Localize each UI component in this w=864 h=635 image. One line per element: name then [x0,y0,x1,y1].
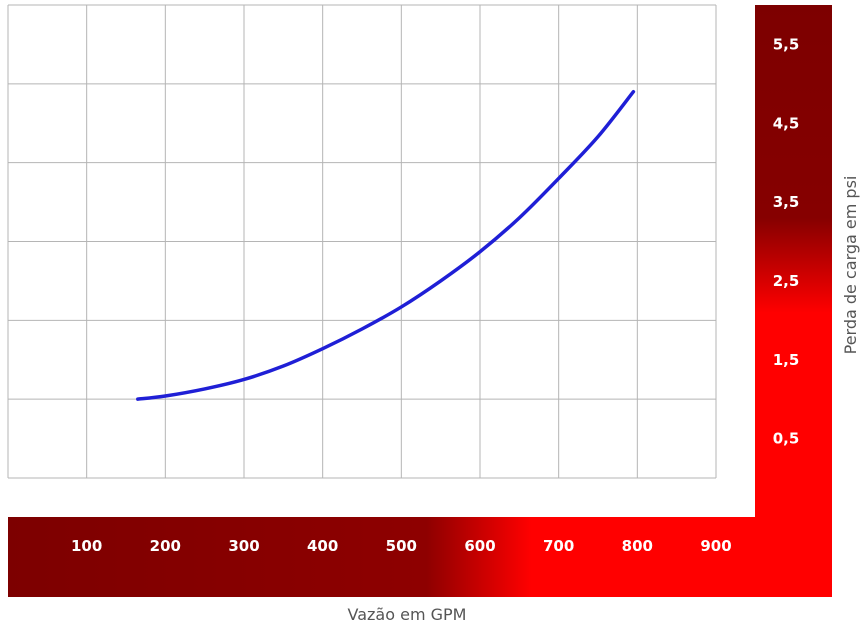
x-tick-label: 700 [543,537,574,555]
y-axis-band [755,5,832,597]
x-axis-title: Vazão em GPM [348,605,467,624]
y-tick-label: 1,5 [773,351,800,369]
y-tick-label: 2,5 [773,272,800,290]
x-tick-label: 400 [307,537,338,555]
grid [7,4,717,479]
x-tick-label: 100 [71,537,102,555]
x-tick-label: 800 [622,537,653,555]
y-tick-label: 5,5 [773,35,800,53]
y-tick-label: 3,5 [773,193,800,211]
x-axis-band [8,517,755,597]
x-tick-label: 900 [700,537,731,555]
series [136,89,636,401]
x-tick-label: 500 [386,537,417,555]
x-tick-label: 300 [228,537,259,555]
y-tick-label: 0,5 [773,430,800,448]
y-axis-title: Perda de carga em psi [841,176,860,355]
y-tick-labels: 5,5 4,5 3,5 2,5 1,5 0,5 [773,35,800,447]
x-tick-label: 600 [464,537,495,555]
series-line [136,89,636,401]
x-tick-labels: 100 200 300 400 500 600 700 800 900 [71,537,732,555]
y-tick-label: 4,5 [773,114,800,132]
x-tick-label: 200 [150,537,181,555]
